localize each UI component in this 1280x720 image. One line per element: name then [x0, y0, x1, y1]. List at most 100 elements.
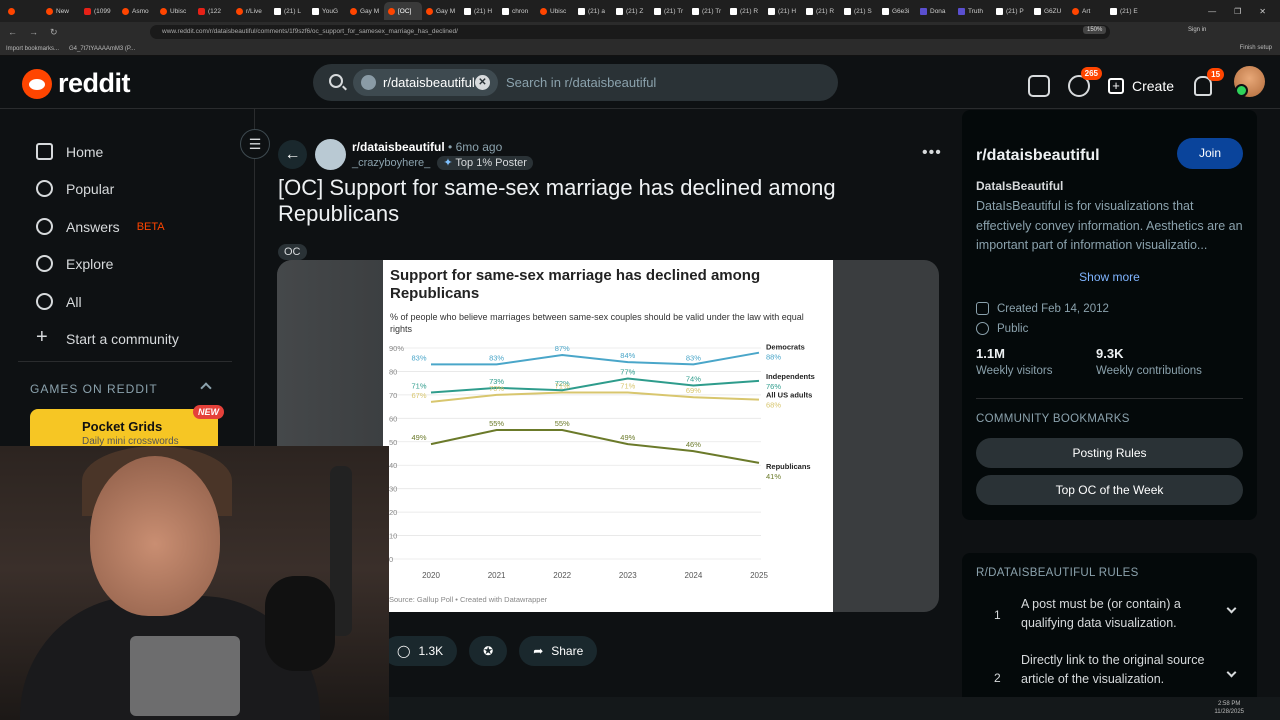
browser-tab[interactable]: G6e3i: [878, 2, 916, 20]
reload-icon[interactable]: ↻: [50, 26, 58, 37]
sidebar-item-explore[interactable]: Explore: [36, 255, 113, 272]
sidebar-item-start-a-community[interactable]: + Start a community: [36, 327, 179, 347]
zoom-indicator[interactable]: 150%: [1083, 26, 1107, 34]
browser-tab[interactable]: New: [42, 2, 80, 20]
post-flair[interactable]: OC: [278, 244, 307, 260]
rule-item[interactable]: 2 Directly link to the original source a…: [976, 651, 1246, 711]
browser-tab[interactable]: [OC]: [384, 2, 422, 20]
tab-favicon-icon: [616, 7, 623, 15]
sidebar-item-label: Popular: [66, 180, 115, 197]
tab-label: Art: [1082, 7, 1091, 15]
bookmark-posting-rules[interactable]: Posting Rules: [976, 438, 1243, 468]
browser-tab[interactable]: (21) R: [802, 2, 840, 20]
bookmark-item[interactable]: G4_7t7tYAAAAmM3 (P...: [69, 45, 136, 52]
browser-tab[interactable]: (21) Tr: [688, 2, 726, 20]
search-input[interactable]: Search in r/dataisbeautiful: [506, 75, 657, 90]
award-icon: ✪: [483, 644, 494, 658]
advertise-icon[interactable]: [1028, 74, 1050, 97]
data-label: 67%: [411, 391, 426, 400]
sidebar-item-home[interactable]: Home: [36, 143, 103, 160]
tab-favicon-icon: [578, 7, 585, 15]
browser-tab[interactable]: Gay M: [346, 2, 384, 20]
maximize-icon[interactable]: ❐: [1234, 6, 1242, 16]
chat-icon[interactable]: 265: [1068, 66, 1102, 97]
forward-nav-icon[interactable]: →: [29, 26, 38, 37]
browser-tab[interactable]: Truth: [954, 2, 992, 20]
sidebar-item-all[interactable]: All: [36, 293, 82, 310]
subreddit-avatar[interactable]: [315, 139, 346, 170]
visibility-label: Public: [997, 322, 1029, 335]
show-more-link[interactable]: Show more: [1079, 270, 1140, 284]
sidebar-item-popular[interactable]: Popular: [36, 180, 114, 197]
bookmark-top-oc[interactable]: Top OC of the Week: [976, 475, 1243, 505]
sidebar-item-answers[interactable]: Answers BETA: [36, 218, 165, 235]
post-author[interactable]: _crazyboyhere_: [352, 157, 431, 169]
notification-bell-icon[interactable]: 15: [1194, 67, 1225, 96]
back-nav-icon[interactable]: ←: [8, 26, 17, 37]
rule-number: 2: [994, 671, 1001, 685]
browser-tab[interactable]: Ubisc: [156, 2, 194, 20]
browser-tab[interactable]: YouG: [308, 2, 346, 20]
award-button[interactable]: ✪: [469, 636, 508, 666]
comments-button[interactable]: ◯ 1.3K: [383, 636, 458, 666]
search-scope-chip[interactable]: r/dataisbeautiful ✕: [353, 69, 498, 96]
rule-item[interactable]: 1 A post must be (or contain) a qualifyi…: [976, 595, 1246, 635]
y-tick-label: 70: [389, 391, 397, 400]
data-label: 70%: [489, 384, 504, 393]
close-window-icon[interactable]: ✕: [1259, 6, 1266, 16]
browser-tab[interactable]: (122: [194, 2, 232, 20]
author-flair-text: Top 1% Poster: [455, 157, 527, 169]
share-button[interactable]: ➦ Share: [519, 636, 598, 666]
x-tick-label: 2022: [553, 571, 571, 580]
reddit-header: reddit r/dataisbeautiful ✕ Search in r/d…: [0, 56, 1280, 109]
reddit-logo[interactable]: reddit: [22, 68, 131, 99]
y-tick-label: 80: [389, 367, 397, 376]
post-subreddit[interactable]: r/dataisbeautiful • 6mo ago: [352, 140, 502, 154]
browser-tab[interactable]: Dona: [916, 2, 954, 20]
sidebar-item-label: Start a community: [66, 330, 179, 347]
user-avatar[interactable]: [1234, 66, 1266, 97]
games-section-label[interactable]: GAMES ON REDDIT: [30, 382, 158, 396]
browser-tab[interactable]: Gay M: [422, 2, 460, 20]
subreddit-name[interactable]: r/dataisbeautiful: [352, 140, 445, 154]
chevron-up-icon[interactable]: [200, 382, 212, 394]
subreddit-avatar: [361, 75, 376, 90]
finish-setup[interactable]: Finish setup: [1239, 45, 1272, 51]
join-button[interactable]: Join: [1177, 138, 1243, 169]
create-button[interactable]: + Create: [1108, 77, 1174, 94]
tab-label: (1099: [94, 7, 111, 15]
back-button[interactable]: ←: [278, 140, 307, 169]
browser-tab[interactable]: (21) Tr: [650, 2, 688, 20]
browser-tab[interactable]: (21) H: [764, 2, 802, 20]
browser-tab[interactable]: Asmo: [118, 2, 156, 20]
browser-tab[interactable]: G6ZU: [1030, 2, 1068, 20]
y-tick-label: 40: [389, 461, 397, 470]
browser-tab[interactable]: (21) P: [992, 2, 1030, 20]
browser-tab[interactable]: [4, 2, 42, 20]
chevron-down-icon[interactable]: [1226, 603, 1237, 614]
tab-favicon-icon: [312, 7, 319, 15]
chart-image: Support for same-sex marriage has declin…: [383, 260, 833, 612]
search-bar[interactable]: r/dataisbeautiful ✕ Search in r/dataisbe…: [313, 64, 838, 101]
minimize-icon[interactable]: —: [1208, 6, 1217, 16]
browser-tab[interactable]: Art: [1068, 2, 1106, 20]
collapse-sidebar-button[interactable]: ☰: [240, 129, 270, 159]
browser-tab[interactable]: (21) R: [726, 2, 764, 20]
more-options-icon[interactable]: •••: [922, 144, 942, 161]
browser-tab[interactable]: Ubisc: [536, 2, 574, 20]
url-field[interactable]: www.reddit.com/r/dataisbeautiful/comment…: [150, 25, 1110, 39]
browser-signin[interactable]: Sign in: [1188, 27, 1207, 33]
browser-tab[interactable]: r/Live: [232, 2, 270, 20]
bookmark-item[interactable]: Import bookmarks...: [6, 45, 60, 52]
browser-tab[interactable]: (21) L: [270, 2, 308, 20]
browser-tab[interactable]: (21) E: [1106, 2, 1144, 20]
browser-tab[interactable]: (1099: [80, 2, 118, 20]
browser-tab[interactable]: (21) Z: [612, 2, 650, 20]
rule-number: 1: [994, 608, 1001, 622]
chevron-down-icon[interactable]: [1226, 667, 1237, 678]
browser-tab[interactable]: chron: [498, 2, 536, 20]
browser-tab[interactable]: (21) S: [840, 2, 878, 20]
browser-tab[interactable]: (21) a: [574, 2, 612, 20]
browser-tab[interactable]: (21) H: [460, 2, 498, 20]
clear-scope-icon[interactable]: ✕: [475, 75, 490, 90]
